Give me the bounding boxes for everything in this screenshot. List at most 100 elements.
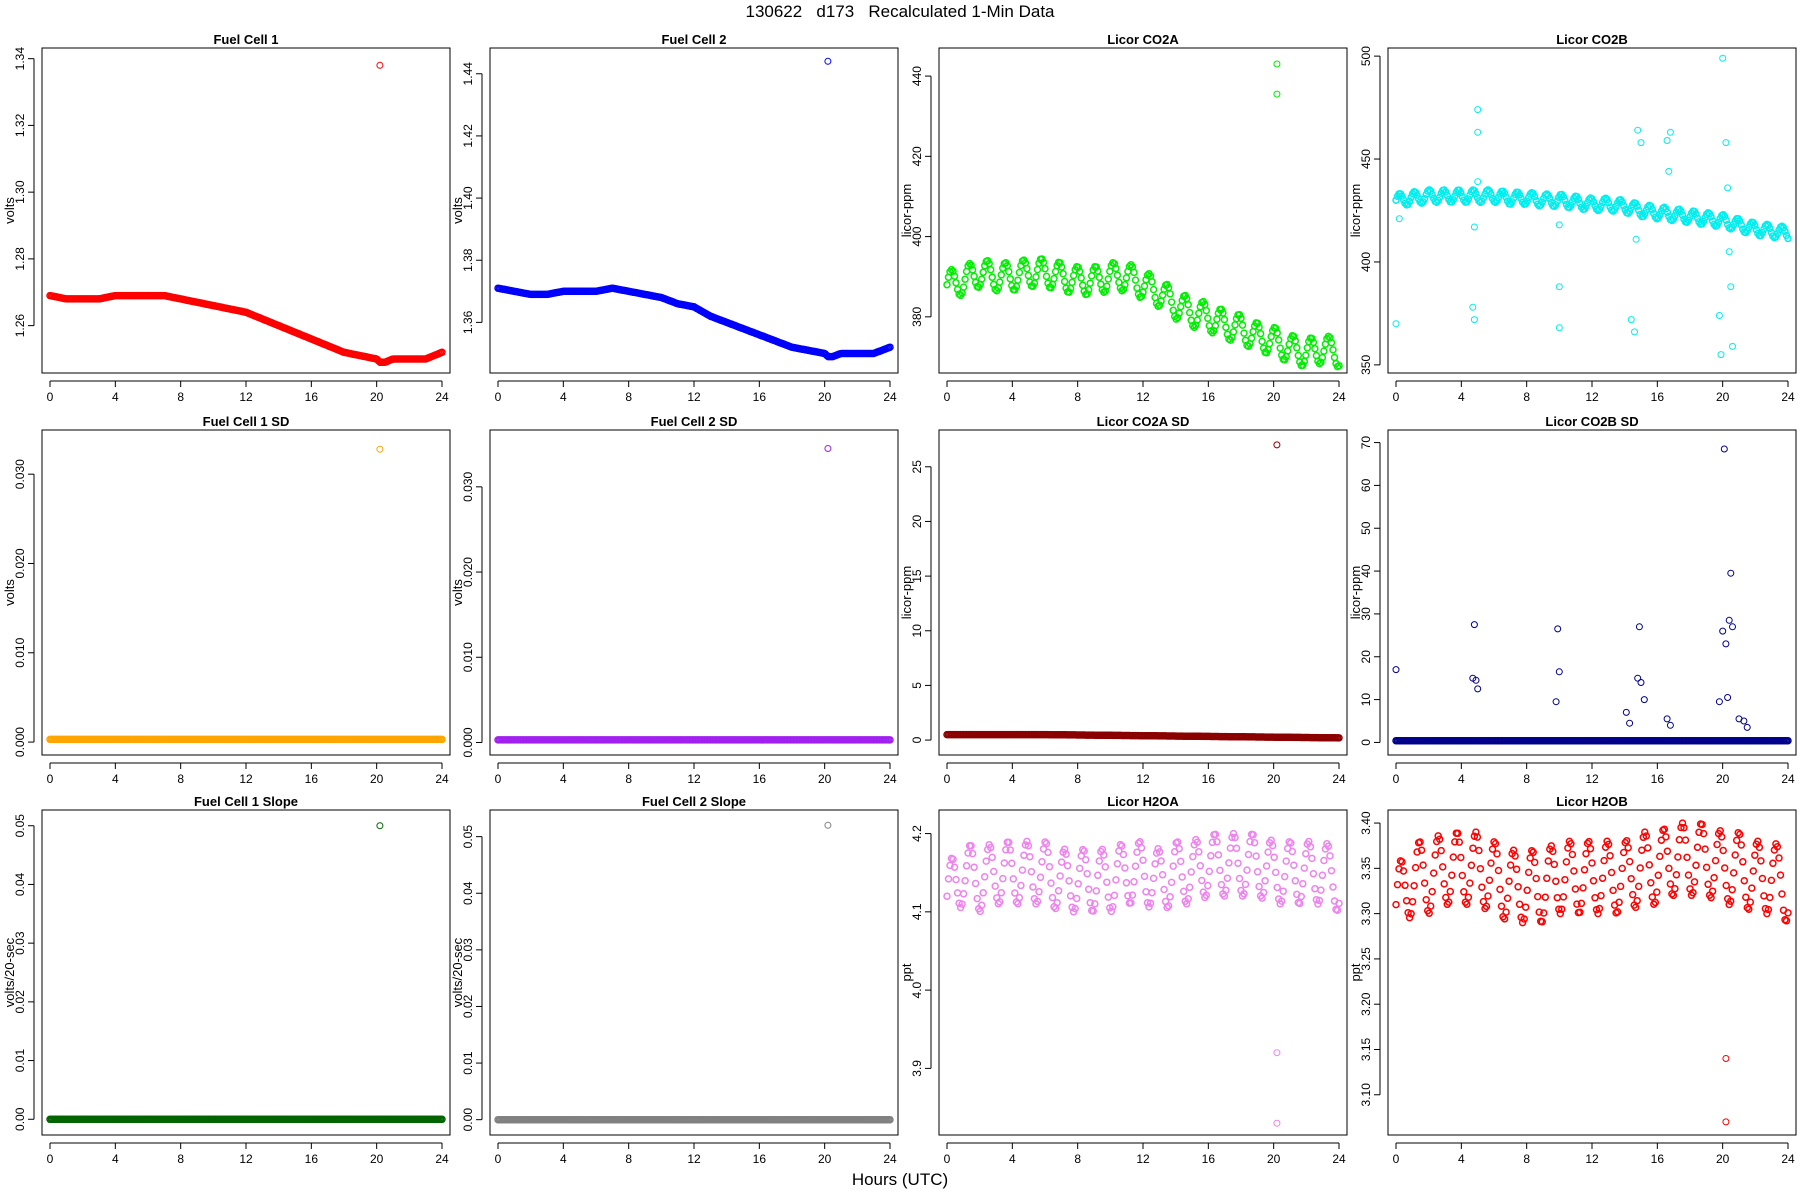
data-point [1527,846,1536,855]
data-point [1568,198,1577,206]
data-point [1158,870,1167,879]
data-point [1217,305,1226,314]
data-point [1308,334,1316,343]
x-tick-label: 24 [1332,390,1346,404]
y-tick-label: 15 [910,569,924,583]
data-point [1247,334,1256,343]
x-tick-label: 12 [239,772,253,786]
data-point [1024,841,1033,850]
x-tick-label: 20 [818,1152,832,1166]
data-point [1095,273,1104,282]
data-point [1083,869,1091,878]
x-tick-label: 12 [1585,772,1599,786]
data-point [1033,897,1042,906]
data-point [1508,198,1516,206]
data-point [1089,907,1097,915]
data-point [1024,271,1033,280]
x-tick-label: 8 [1074,1152,1081,1166]
data-point [1490,838,1498,846]
data-point [1006,846,1015,854]
data-point [1172,315,1180,323]
data-point [1297,892,1306,901]
panel-8: Licor CO2B SD licor-ppm 0 4 8 12 16 20 24 0 10 20 30… [1348,414,1797,786]
data-point [1702,863,1711,872]
outlier-point [1722,1118,1730,1126]
x-tick-label: 0 [47,1152,54,1166]
data-point [1083,290,1091,298]
data-point [1457,189,1465,197]
x-tick-label: 8 [177,772,184,786]
y-axis-label: volts [450,579,465,606]
data-point [1118,286,1126,295]
data-point [980,873,989,881]
data-point [1300,864,1309,872]
data-point [1329,883,1337,891]
data-point [1720,212,1729,221]
data-point [1651,898,1660,907]
data-point [1315,359,1324,368]
x-tick-label: 0 [495,390,502,404]
data-point [1779,224,1788,232]
data-point [961,876,969,885]
data-point [1631,903,1640,912]
data-point [1169,306,1177,315]
data-point [1122,274,1131,282]
data-point [1574,195,1583,204]
data-point [1719,846,1727,855]
data-point [1195,309,1203,318]
data-point [1698,820,1706,829]
data-point [1023,264,1031,273]
data-point [1484,892,1492,900]
x-tick-label: 0 [1393,390,1400,404]
x-tick-label: 4 [112,772,119,786]
data-point [1185,883,1194,892]
data-point [1650,900,1658,908]
outlier-point [1635,623,1643,631]
data-point [1502,193,1510,201]
data-point [1618,864,1626,873]
data-point [1124,892,1132,900]
data-point [944,875,953,883]
data-point [1487,190,1495,199]
data-point [1330,353,1339,362]
data-point [1066,892,1075,900]
panel-title: Licor H2OB [1556,794,1628,809]
data-point [1714,218,1723,226]
data-point [1494,193,1503,202]
y-tick-label: 4.0 [910,981,924,998]
data-point [1327,866,1336,875]
data-point [1540,909,1548,917]
data-point [1110,891,1119,900]
plot-frame [489,47,899,374]
data-point [1708,887,1717,895]
data-point [1550,860,1559,869]
outlier-point [1273,1119,1281,1127]
x-tick-label: 0 [944,1152,951,1166]
data-point [1413,191,1421,199]
data-point [1155,848,1164,856]
data-point [1645,861,1654,869]
data-point [1431,851,1439,859]
data-point [1729,869,1738,877]
data-point [1173,313,1182,322]
panel-title: Fuel Cell 1 Slope [194,794,298,809]
data-point [1449,853,1458,861]
data-point [953,889,962,897]
data-point [1732,836,1741,845]
data-point [1653,888,1661,896]
data-point [1689,888,1697,897]
data-point [970,272,978,281]
data-point [1710,873,1718,882]
data-point [1535,908,1543,916]
data-point [1684,871,1693,879]
data-point [1318,353,1327,362]
panel-title: Fuel Cell 2 Slope [642,794,746,809]
data-point [1217,880,1226,889]
x-tick-label: 8 [1523,390,1530,404]
data-point [1766,224,1774,233]
data-point [1625,857,1634,866]
data-point [1027,867,1036,876]
data-point [1009,875,1018,883]
data-point [1524,868,1533,877]
data-point [1222,323,1230,332]
